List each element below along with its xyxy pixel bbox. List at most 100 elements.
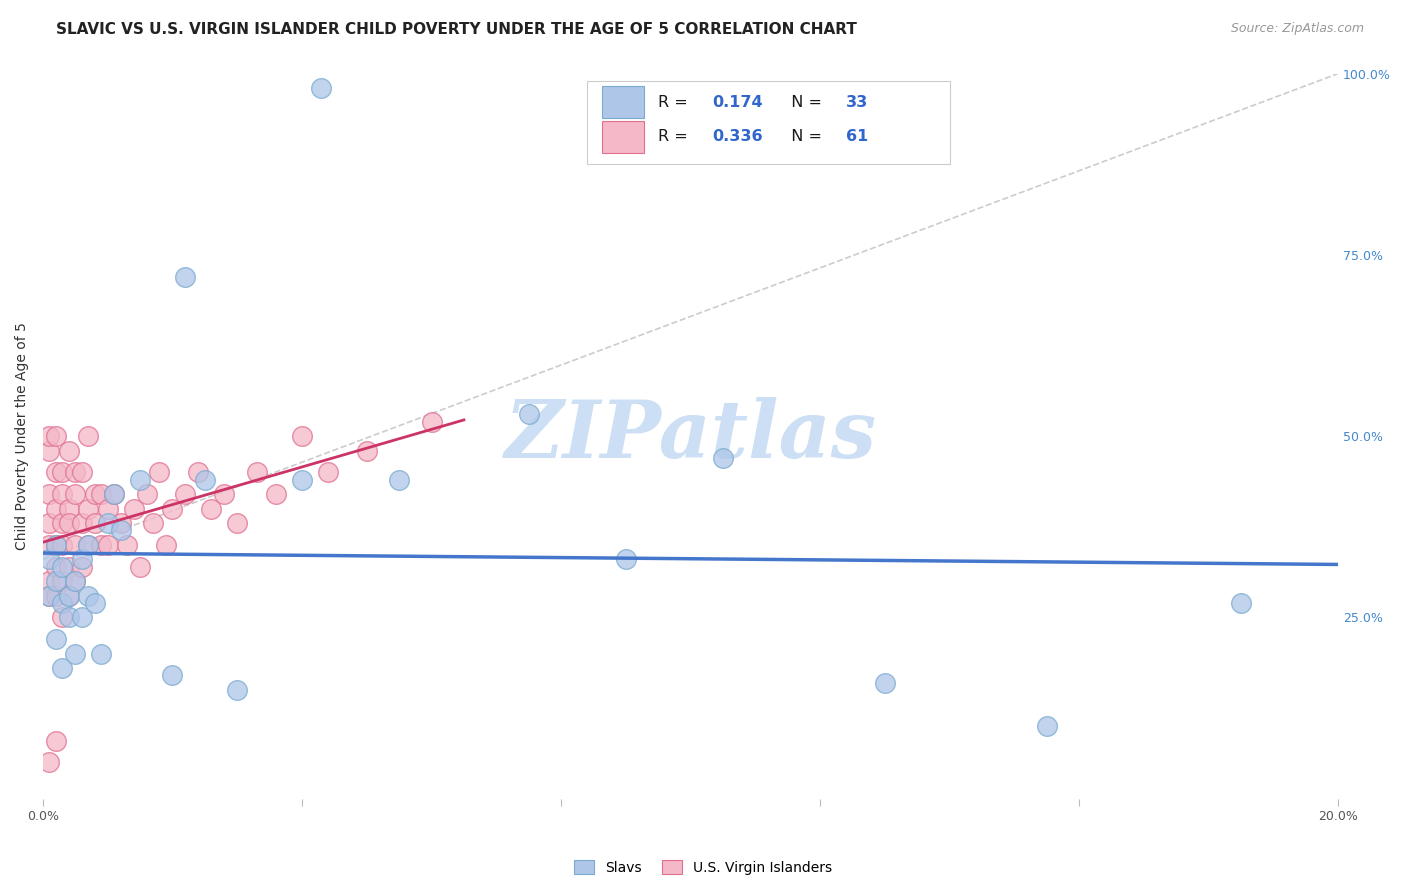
Point (51, 596, 73, 610)
Point (45, 538, 67, 552)
Point (174, 269, 197, 284)
Point (90, 647, 112, 661)
Point (51, 487, 73, 501)
Point (97, 538, 120, 552)
Point (162, 668, 184, 682)
Text: R =: R = (658, 129, 693, 145)
Point (58, 589, 80, 603)
Point (103, 487, 125, 501)
Point (129, 473, 152, 487)
Point (83, 596, 105, 610)
Point (70, 610, 93, 624)
Point (155, 538, 177, 552)
Point (194, 473, 217, 487)
Point (65, 466, 87, 480)
Point (58, 443, 80, 458)
Point (38, 589, 60, 603)
Text: 61: 61 (846, 129, 869, 145)
Point (264, 487, 287, 501)
Point (110, 516, 132, 530)
Point (226, 682, 249, 697)
Text: Source: ZipAtlas.com: Source: ZipAtlas.com (1230, 22, 1364, 36)
Point (38, 574, 60, 588)
Point (90, 487, 112, 501)
Point (187, 466, 209, 480)
Point (45, 632, 67, 647)
Point (711, 450, 734, 465)
Point (614, 552, 637, 566)
Point (45, 589, 67, 603)
Point (316, 466, 339, 480)
Point (45, 501, 67, 516)
Point (45, 574, 67, 588)
Point (58, 501, 80, 516)
Point (51, 516, 73, 530)
Point (38, 552, 60, 566)
Point (51, 661, 73, 675)
Point (246, 466, 269, 480)
Point (70, 466, 93, 480)
Legend: Slavs, U.S. Virgin Islanders: Slavs, U.S. Virgin Islanders (568, 855, 838, 880)
Text: SLAVIC VS U.S. VIRGIN ISLANDER CHILD POVERTY UNDER THE AGE OF 5 CORRELATION CHAR: SLAVIC VS U.S. VIRGIN ISLANDER CHILD POV… (56, 22, 858, 37)
Text: ZIPatlas: ZIPatlas (505, 397, 876, 475)
Point (420, 415, 443, 429)
Point (38, 756, 60, 770)
Point (65, 538, 87, 552)
Point (45, 538, 67, 552)
Point (58, 589, 80, 603)
Point (38, 443, 60, 458)
Point (58, 610, 80, 624)
Point (45, 733, 67, 747)
Point (311, 81, 333, 95)
Point (83, 487, 105, 501)
Text: 33: 33 (846, 95, 869, 110)
Point (1230, 596, 1253, 610)
Point (226, 516, 249, 530)
Point (200, 501, 222, 516)
Point (65, 487, 87, 501)
Point (148, 466, 170, 480)
Point (77, 538, 100, 552)
Point (77, 501, 100, 516)
Point (115, 538, 138, 552)
Point (51, 574, 73, 588)
Point (212, 487, 235, 501)
Point (51, 538, 73, 552)
Point (58, 559, 80, 574)
Point (70, 516, 93, 530)
Point (103, 487, 125, 501)
Point (388, 473, 411, 487)
Point (77, 429, 100, 443)
Point (77, 538, 100, 552)
Point (517, 408, 540, 422)
Point (356, 443, 378, 458)
Point (77, 589, 100, 603)
Point (291, 429, 314, 443)
Point (51, 466, 73, 480)
Text: N =: N = (782, 95, 827, 110)
Point (122, 501, 145, 516)
Point (38, 516, 60, 530)
Point (142, 516, 165, 530)
Point (45, 429, 67, 443)
Point (97, 501, 120, 516)
Point (83, 516, 105, 530)
FancyBboxPatch shape (603, 120, 644, 153)
Point (51, 610, 73, 624)
Point (291, 473, 314, 487)
Point (129, 559, 152, 574)
Point (70, 552, 93, 566)
Text: N =: N = (782, 129, 827, 145)
Point (1036, 719, 1059, 733)
Point (51, 559, 73, 574)
Text: 0.174: 0.174 (713, 95, 763, 110)
Point (65, 574, 87, 588)
Point (38, 589, 60, 603)
Point (70, 559, 93, 574)
Point (38, 429, 60, 443)
Point (162, 501, 184, 516)
Point (90, 538, 112, 552)
Point (65, 647, 87, 661)
Y-axis label: Child Poverty Under the Age of 5: Child Poverty Under the Age of 5 (15, 322, 30, 550)
Text: 0.336: 0.336 (713, 129, 763, 145)
